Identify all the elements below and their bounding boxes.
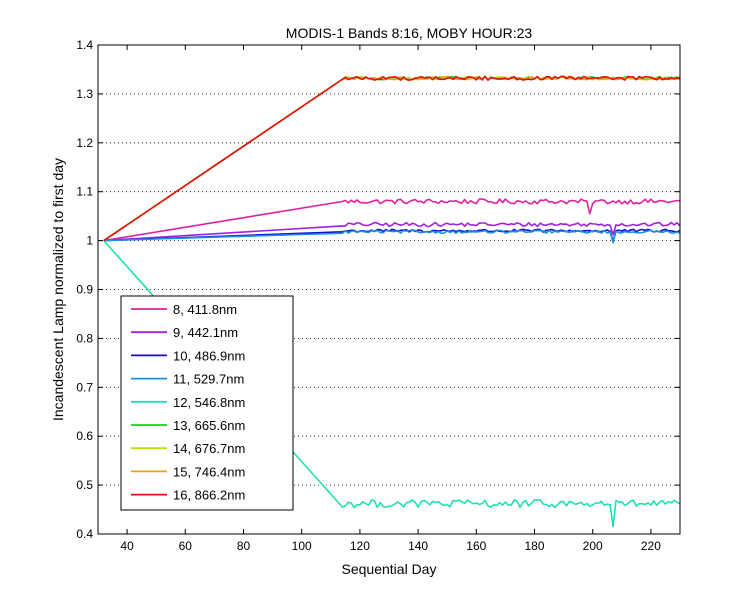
x-tick-label: 140 bbox=[408, 539, 428, 553]
y-tick-label: 0.5 bbox=[76, 478, 93, 492]
y-tick-label: 1 bbox=[86, 234, 93, 248]
x-tick-label: 40 bbox=[120, 539, 134, 553]
legend-label: 16, 866.2nm bbox=[173, 488, 245, 503]
y-tick-label: 0.4 bbox=[76, 527, 93, 541]
series-line-band-11 bbox=[103, 229, 680, 244]
legend: 8, 411.8nm 9, 442.1nm 10, 486.9nm 11, 529.7… bbox=[120, 295, 294, 511]
series-line-band-12 bbox=[103, 240, 680, 528]
x-tick-label: 100 bbox=[292, 539, 312, 553]
y-tick-label: 1.3 bbox=[76, 87, 93, 101]
x-tick-label: 60 bbox=[179, 539, 193, 553]
x-tick-label: 120 bbox=[350, 539, 370, 553]
legend-label: 10, 486.9nm bbox=[173, 348, 245, 363]
axis-ticks: 0.4 0.5 0.6 0.7 0.8 0.9 1 1.1 1.2 1.3 1.4 40 60 80 100… bbox=[76, 38, 680, 553]
series-line-band-9 bbox=[103, 221, 680, 242]
y-tick-label: 1.4 bbox=[76, 38, 93, 52]
y-axis-title: Incandescent Lamp normalized to first da… bbox=[50, 158, 66, 421]
series-line-band-8 bbox=[103, 198, 680, 242]
x-tick-label: 220 bbox=[641, 539, 661, 553]
legend-label: 11, 529.7nm bbox=[173, 372, 244, 387]
legend-label: 12, 546.8nm bbox=[173, 395, 245, 410]
legend-label: 15, 746.4nm bbox=[173, 464, 245, 479]
x-tick-label: 160 bbox=[466, 539, 486, 553]
x-tick-label: 80 bbox=[237, 539, 251, 553]
y-tick-label: 1.1 bbox=[76, 185, 93, 199]
y-tick-label: 0.6 bbox=[76, 429, 93, 443]
chart-title: MODIS-1 Bands 8:16, MOBY HOUR:23 bbox=[286, 25, 533, 41]
legend-label: 9, 442.1nm bbox=[173, 325, 238, 340]
y-tick-label: 0.7 bbox=[76, 380, 93, 394]
series-line-band-16 bbox=[103, 75, 680, 242]
x-tick-label: 200 bbox=[583, 539, 603, 553]
x-tick-label: 180 bbox=[524, 539, 544, 553]
y-tick-label: 1.2 bbox=[76, 136, 93, 150]
y-tick-label: 0.9 bbox=[76, 283, 93, 297]
legend-label: 13, 665.6nm bbox=[173, 418, 245, 433]
x-axis-title: Sequential Day bbox=[342, 561, 437, 577]
legend-label: 14, 676.7nm bbox=[173, 441, 245, 456]
y-tick-label: 0.8 bbox=[76, 331, 93, 345]
series-layer bbox=[103, 75, 680, 528]
legend-label: 8, 411.8nm bbox=[173, 302, 237, 317]
